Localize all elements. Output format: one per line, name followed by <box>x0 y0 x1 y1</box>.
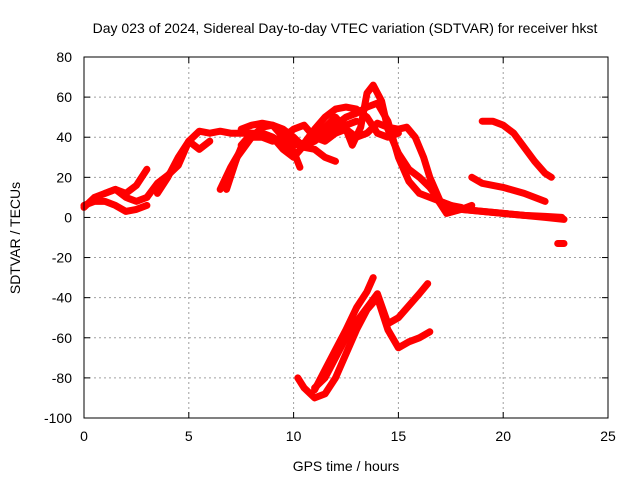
y-tick-label: -100 <box>44 410 72 426</box>
series-track-10 <box>237 99 444 205</box>
series-track-15 <box>468 173 549 205</box>
grid <box>84 57 608 418</box>
series-track-19 <box>311 280 432 392</box>
x-tick-label: 20 <box>495 428 511 444</box>
x-tick-label: 0 <box>80 428 88 444</box>
x-tick-label: 15 <box>391 428 407 444</box>
x-tick-label: 5 <box>185 428 193 444</box>
y-tick-label: 80 <box>56 49 72 65</box>
series-track-05 <box>153 137 214 197</box>
series-track-11 <box>311 81 465 211</box>
x-tick-label: 10 <box>286 428 302 444</box>
y-tick-label: -40 <box>52 290 72 306</box>
axis-ticks: 0 5 10 15 20 25 -100 -80 -60 -40 -20 0 20 40 60 80 <box>44 49 616 444</box>
series-track-03 <box>101 165 151 197</box>
series-track-20 <box>311 274 377 394</box>
chart-title: Day 023 of 2024, Sidereal Day-to-day VTE… <box>93 20 598 36</box>
y-tick-label: 60 <box>56 89 72 105</box>
y-tick-label: -60 <box>52 330 72 346</box>
x-tick-label: 25 <box>600 428 616 444</box>
y-tick-label: 40 <box>56 129 72 145</box>
series-track-14 <box>432 193 476 217</box>
y-tick-label: 20 <box>56 169 72 185</box>
y-tick-label: 0 <box>64 209 72 225</box>
series-track-13 <box>426 181 566 221</box>
x-axis-title: GPS time / hours <box>293 458 400 474</box>
y-tick-label: -20 <box>52 250 72 266</box>
y-tick-label: -80 <box>52 370 72 386</box>
series-track-02 <box>80 197 151 215</box>
series-track-16 <box>478 117 555 181</box>
plot-frame <box>83 56 609 419</box>
y-axis-title: SDTVAR / TECUs <box>7 182 23 294</box>
data-series <box>80 81 568 402</box>
